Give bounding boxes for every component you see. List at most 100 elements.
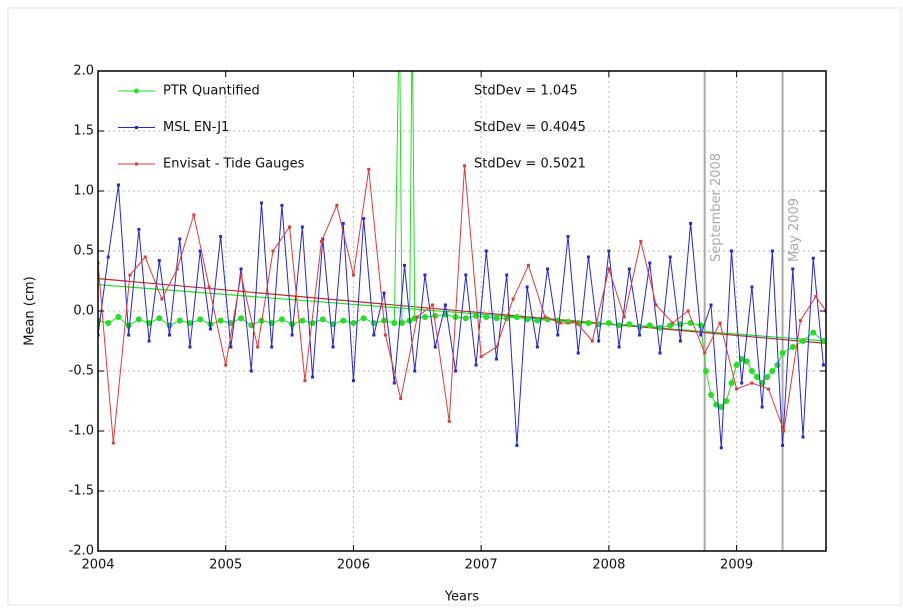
data-point <box>433 345 437 349</box>
data-point <box>483 314 490 320</box>
legend-marker <box>135 126 138 129</box>
data-point <box>403 263 407 267</box>
data-point <box>331 345 335 349</box>
data-point <box>646 322 653 329</box>
data-point <box>586 255 590 259</box>
data-point <box>748 368 755 374</box>
data-point <box>176 317 183 324</box>
data-point <box>668 255 672 259</box>
data-point <box>239 267 243 271</box>
data-point <box>774 362 781 368</box>
data-point <box>341 221 345 225</box>
data-point <box>362 217 366 221</box>
data-point <box>558 321 562 325</box>
y-tick-label: -1.0 <box>69 424 94 439</box>
data-point <box>800 338 807 344</box>
data-point <box>207 321 214 328</box>
data-point <box>671 321 675 325</box>
data-point <box>125 322 132 329</box>
data-point <box>219 235 223 239</box>
data-point <box>454 369 458 373</box>
data-point <box>638 333 642 337</box>
data-point <box>585 320 592 326</box>
data-point <box>658 351 662 355</box>
x-tick-label: 2008 <box>592 558 625 573</box>
data-point <box>413 369 417 373</box>
data-point <box>186 320 193 326</box>
data-point <box>423 273 427 277</box>
y-tick-label: 0.5 <box>73 244 94 259</box>
data-point <box>525 285 529 289</box>
data-point <box>398 320 405 326</box>
data-point <box>764 374 771 380</box>
data-point <box>718 321 722 325</box>
x-axis-label: Years <box>444 590 480 605</box>
data-point <box>299 317 306 324</box>
y-tick-label: 1.5 <box>73 124 94 139</box>
data-point <box>224 363 228 367</box>
data-point <box>575 321 579 325</box>
legend-label: PTR Quantified <box>163 84 260 99</box>
data-point <box>340 317 347 324</box>
data-point <box>278 316 285 323</box>
data-point <box>197 316 204 323</box>
data-point <box>622 315 626 319</box>
data-point <box>157 259 161 263</box>
data-point <box>811 256 815 260</box>
data-point <box>627 267 631 271</box>
data-point <box>382 291 386 295</box>
data-point <box>288 225 292 229</box>
y-tick-label: -2.0 <box>69 544 94 559</box>
data-point <box>137 227 141 231</box>
data-point <box>256 345 260 349</box>
data-point <box>111 441 115 445</box>
data-point <box>479 355 483 359</box>
data-point <box>270 345 274 349</box>
data-point <box>208 327 212 331</box>
data-point <box>207 285 211 289</box>
data-point <box>259 201 263 205</box>
data-point <box>421 314 428 320</box>
data-point <box>493 315 500 322</box>
data-point <box>360 315 367 322</box>
data-point <box>729 249 733 253</box>
data-point <box>128 273 132 277</box>
x-tick-label: 2004 <box>81 558 114 573</box>
data-point <box>719 446 723 450</box>
data-point <box>513 314 520 320</box>
data-point <box>703 351 707 355</box>
data-point <box>238 315 245 322</box>
data-point <box>723 398 730 404</box>
plot-area <box>98 71 826 551</box>
data-point <box>526 263 530 267</box>
data-point <box>463 164 467 168</box>
data-point <box>175 267 179 271</box>
data-point <box>590 339 594 343</box>
data-point <box>289 321 296 328</box>
data-point <box>820 338 826 344</box>
data-point <box>648 261 652 265</box>
data-point <box>351 379 355 383</box>
data-point <box>798 319 802 323</box>
legend-stat: StdDev = 1.045 <box>474 84 578 99</box>
data-point <box>372 333 376 337</box>
data-point <box>198 249 202 253</box>
data-point <box>511 297 515 301</box>
data-point <box>192 213 196 217</box>
data-point <box>249 369 253 373</box>
data-point <box>750 381 754 385</box>
data-point <box>505 273 509 277</box>
data-point <box>546 267 550 271</box>
data-point <box>464 273 468 277</box>
frame <box>7 7 902 606</box>
data-point <box>702 368 709 374</box>
data-point <box>770 249 774 253</box>
data-point <box>543 315 547 319</box>
data-point <box>534 317 541 324</box>
data-point <box>769 368 776 374</box>
data-point <box>462 315 469 322</box>
data-point <box>750 285 754 289</box>
x-tick-label: 2009 <box>720 558 753 573</box>
